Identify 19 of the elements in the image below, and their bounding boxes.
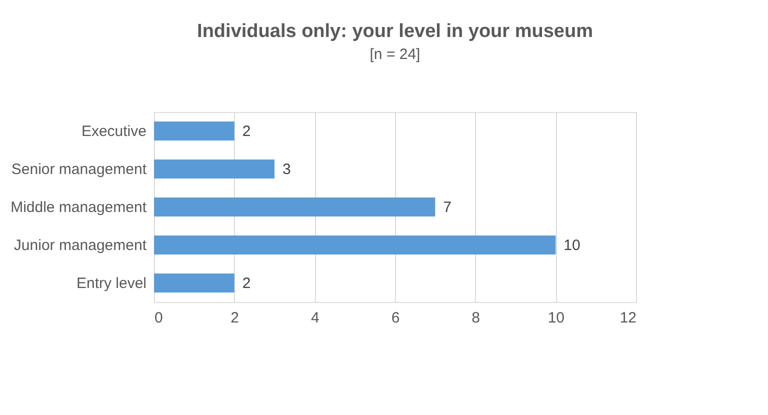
data-label: 2 bbox=[242, 123, 251, 140]
y-tick-label: Executive bbox=[81, 123, 146, 140]
x-tick-label: 2 bbox=[230, 310, 240, 326]
x-tick-label: 6 bbox=[391, 310, 400, 326]
x-tick-label: 0 bbox=[154, 310, 163, 326]
data-label: 10 bbox=[564, 237, 580, 254]
chart-subtitle: [n = 24] bbox=[370, 46, 420, 63]
y-tick-label: Junior management bbox=[14, 237, 148, 254]
x-tick-label: 12 bbox=[620, 310, 636, 326]
x-tick-label: 10 bbox=[548, 310, 565, 326]
y-tick-label: Entry level bbox=[76, 275, 146, 292]
data-label: 7 bbox=[443, 199, 452, 216]
y-tick-label: Senior management bbox=[11, 161, 148, 178]
chart-title: Individuals only: your level in your museum bbox=[197, 21, 593, 42]
x-tick-label: 8 bbox=[472, 310, 480, 326]
data-label: 3 bbox=[282, 161, 291, 178]
x-tick-label: 4 bbox=[310, 310, 320, 326]
y-tick-label: Middle management bbox=[10, 199, 148, 216]
data-label: 2 bbox=[242, 275, 251, 292]
